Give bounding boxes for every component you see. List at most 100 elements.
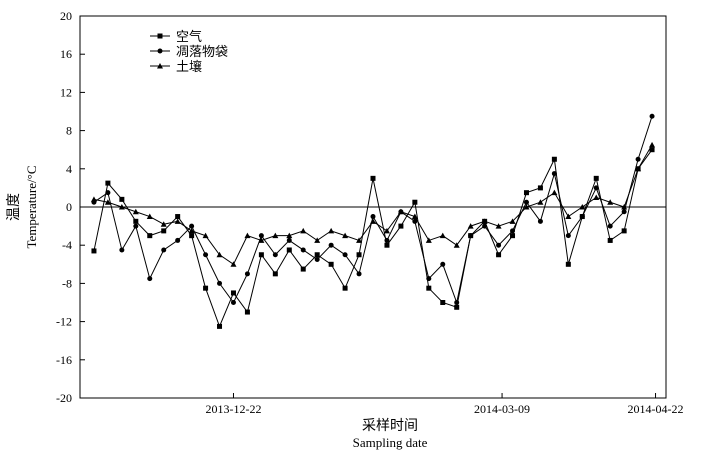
data-point <box>356 271 362 277</box>
data-point <box>468 233 474 239</box>
data-point <box>161 247 167 253</box>
data-point <box>496 252 502 258</box>
y-axis-title-cn: 温度 <box>6 193 22 221</box>
legend-label: 土壤 <box>176 59 202 74</box>
data-point <box>157 63 163 69</box>
data-point <box>314 237 321 243</box>
data-point <box>203 285 209 291</box>
data-point <box>175 214 181 220</box>
data-point <box>509 218 516 224</box>
data-point <box>146 213 153 220</box>
y-tick-label: -16 <box>56 353 72 367</box>
y-tick-label: 0 <box>66 200 72 214</box>
data-point <box>133 218 139 224</box>
data-point <box>412 218 418 224</box>
data-point <box>258 233 264 239</box>
series-line <box>93 144 653 266</box>
data-point <box>426 285 432 291</box>
data-point <box>621 228 627 234</box>
data-point <box>593 175 599 181</box>
data-point <box>244 271 250 277</box>
data-point <box>300 227 307 234</box>
data-point <box>565 261 571 267</box>
x-axis-title-cn: 采样时间 <box>362 418 418 434</box>
data-point <box>621 204 628 210</box>
data-point <box>216 251 223 258</box>
data-point <box>649 147 655 153</box>
x-tick-label: 2013-12-22 <box>205 402 261 416</box>
series-circle <box>91 113 655 305</box>
data-point <box>314 252 320 258</box>
data-point <box>649 113 655 119</box>
data-point <box>551 156 557 162</box>
data-point <box>496 242 502 248</box>
data-point <box>481 218 488 224</box>
data-point <box>537 185 543 191</box>
data-point <box>412 199 418 205</box>
data-point <box>635 156 641 162</box>
data-point <box>328 227 335 234</box>
data-point <box>453 242 460 248</box>
data-point <box>105 190 111 196</box>
data-point <box>495 223 502 229</box>
x-tick-label: 2014-04-22 <box>628 402 684 416</box>
y-tick-label: -8 <box>62 276 72 290</box>
data-point <box>356 252 362 258</box>
data-point <box>342 252 348 258</box>
data-point <box>157 33 163 39</box>
data-point <box>579 214 585 220</box>
data-point <box>510 233 516 239</box>
data-point <box>621 209 627 215</box>
data-point <box>342 232 349 239</box>
data-point <box>426 276 432 282</box>
y-axis-title-en: Temperature/°C <box>24 166 39 249</box>
data-point <box>370 214 376 220</box>
x-tick-label: 2014-03-09 <box>474 402 530 416</box>
data-point <box>133 223 139 229</box>
data-point <box>286 237 292 243</box>
data-point <box>258 252 264 258</box>
data-point <box>398 223 404 229</box>
data-point <box>467 223 474 229</box>
y-tick-label: 12 <box>60 85 72 99</box>
data-point <box>272 232 279 239</box>
data-point <box>510 228 516 234</box>
data-point <box>551 171 557 177</box>
data-point <box>189 233 195 239</box>
data-point <box>147 276 153 282</box>
data-point <box>523 199 529 205</box>
data-point <box>244 309 250 315</box>
legend-label: 凋落物袋 <box>176 44 228 59</box>
data-point <box>286 232 293 239</box>
data-point <box>160 221 167 227</box>
data-point <box>119 196 125 202</box>
y-tick-label: 20 <box>60 9 72 23</box>
data-point <box>328 242 334 248</box>
data-point <box>607 199 614 205</box>
data-point <box>300 247 306 253</box>
data-point <box>454 304 460 310</box>
y-tick-label: 8 <box>66 124 72 138</box>
data-point <box>91 248 97 254</box>
data-point <box>272 252 278 258</box>
data-point <box>440 261 446 267</box>
data-point <box>314 257 320 263</box>
data-point <box>132 208 139 215</box>
data-point <box>635 165 642 172</box>
data-point <box>217 280 223 286</box>
data-point <box>202 232 209 239</box>
data-point <box>649 141 656 148</box>
data-point <box>607 223 613 229</box>
y-tick-label: 4 <box>66 162 72 176</box>
data-point <box>230 261 237 267</box>
data-point <box>565 213 572 220</box>
data-point <box>384 242 390 248</box>
data-point <box>384 237 390 243</box>
y-tick-label: 16 <box>60 47 72 61</box>
legend-label: 空气 <box>176 29 202 44</box>
series-triangle <box>90 141 656 267</box>
data-point <box>397 208 404 215</box>
data-point <box>523 190 529 196</box>
